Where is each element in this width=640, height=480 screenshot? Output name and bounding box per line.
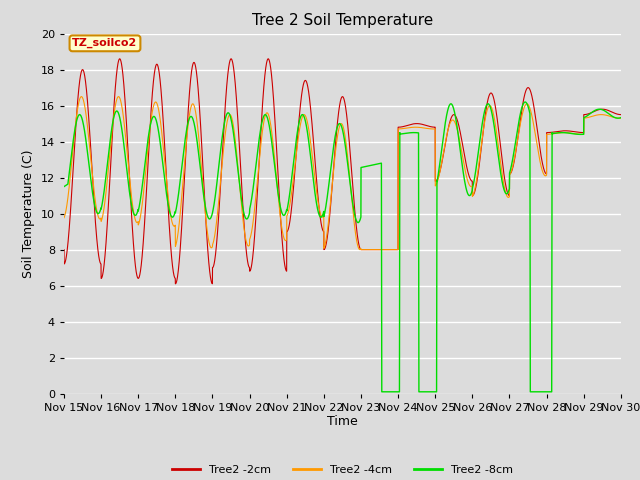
Legend: Tree2 -2cm, Tree2 -4cm, Tree2 -8cm: Tree2 -2cm, Tree2 -4cm, Tree2 -8cm [168, 460, 517, 479]
Text: TZ_soilco2: TZ_soilco2 [72, 38, 138, 48]
X-axis label: Time: Time [327, 415, 358, 429]
Title: Tree 2 Soil Temperature: Tree 2 Soil Temperature [252, 13, 433, 28]
Y-axis label: Soil Temperature (C): Soil Temperature (C) [22, 149, 35, 278]
